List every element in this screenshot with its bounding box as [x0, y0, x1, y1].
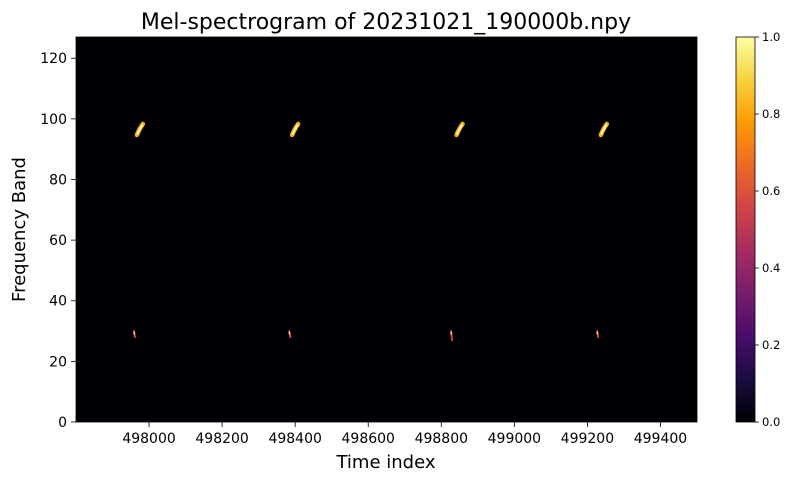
chart-title: Mel-spectrogram of 20231021_190000b.npy	[141, 10, 631, 35]
event-low-7	[450, 330, 454, 342]
y-tick-label: 120	[40, 51, 67, 67]
y-axis: 0 20 40 60 80 100 120	[40, 51, 76, 431]
x-tick-label: 498800	[415, 431, 468, 447]
colorbar-tick-label: 0.0	[762, 415, 780, 429]
colorbar-tick-label: 1.0	[762, 30, 780, 44]
event-low-6	[288, 330, 292, 339]
colorbar-tick-label: 0.4	[762, 261, 780, 275]
colorbar-tick-label: 0.8	[762, 107, 780, 121]
x-tick-label: 499000	[488, 431, 541, 447]
x-tick-label: 498400	[268, 431, 321, 447]
x-tick-label: 498200	[195, 431, 248, 447]
event-high-3	[454, 121, 465, 138]
event-low-5	[132, 330, 136, 339]
y-tick-label: 80	[49, 172, 67, 188]
event-high-4	[598, 121, 610, 138]
x-tick-label: 499400	[634, 431, 687, 447]
event-high-1	[134, 121, 146, 138]
y-tick-label: 60	[49, 233, 67, 249]
y-tick-label: 100	[40, 112, 67, 128]
colorbar	[735, 36, 756, 423]
y-tick-label: 40	[49, 294, 67, 310]
x-tick-label: 499200	[561, 431, 614, 447]
x-tick-label: 498000	[122, 431, 175, 447]
x-tick-label: 498600	[342, 431, 395, 447]
x-axis-label: Time index	[335, 452, 435, 473]
plot-frame	[75, 36, 698, 423]
x-axis: 498000 498200 498400 498600 498800 499000 4992…	[122, 422, 687, 447]
colorbar-tick-label: 0.2	[762, 338, 780, 352]
colorbar-tick-label: 0.6	[762, 184, 780, 198]
y-axis-label: Frequency Band	[9, 157, 30, 302]
spectrogram-events	[132, 121, 610, 342]
event-high-2	[289, 121, 301, 138]
y-tick-label: 20	[49, 354, 67, 370]
event-low-8	[596, 330, 600, 339]
y-tick-label: 0	[58, 415, 67, 431]
plot-area	[76, 37, 697, 422]
colorbar-axis: 0.0 0.2 0.4 0.6 0.8 1.0	[755, 30, 780, 429]
